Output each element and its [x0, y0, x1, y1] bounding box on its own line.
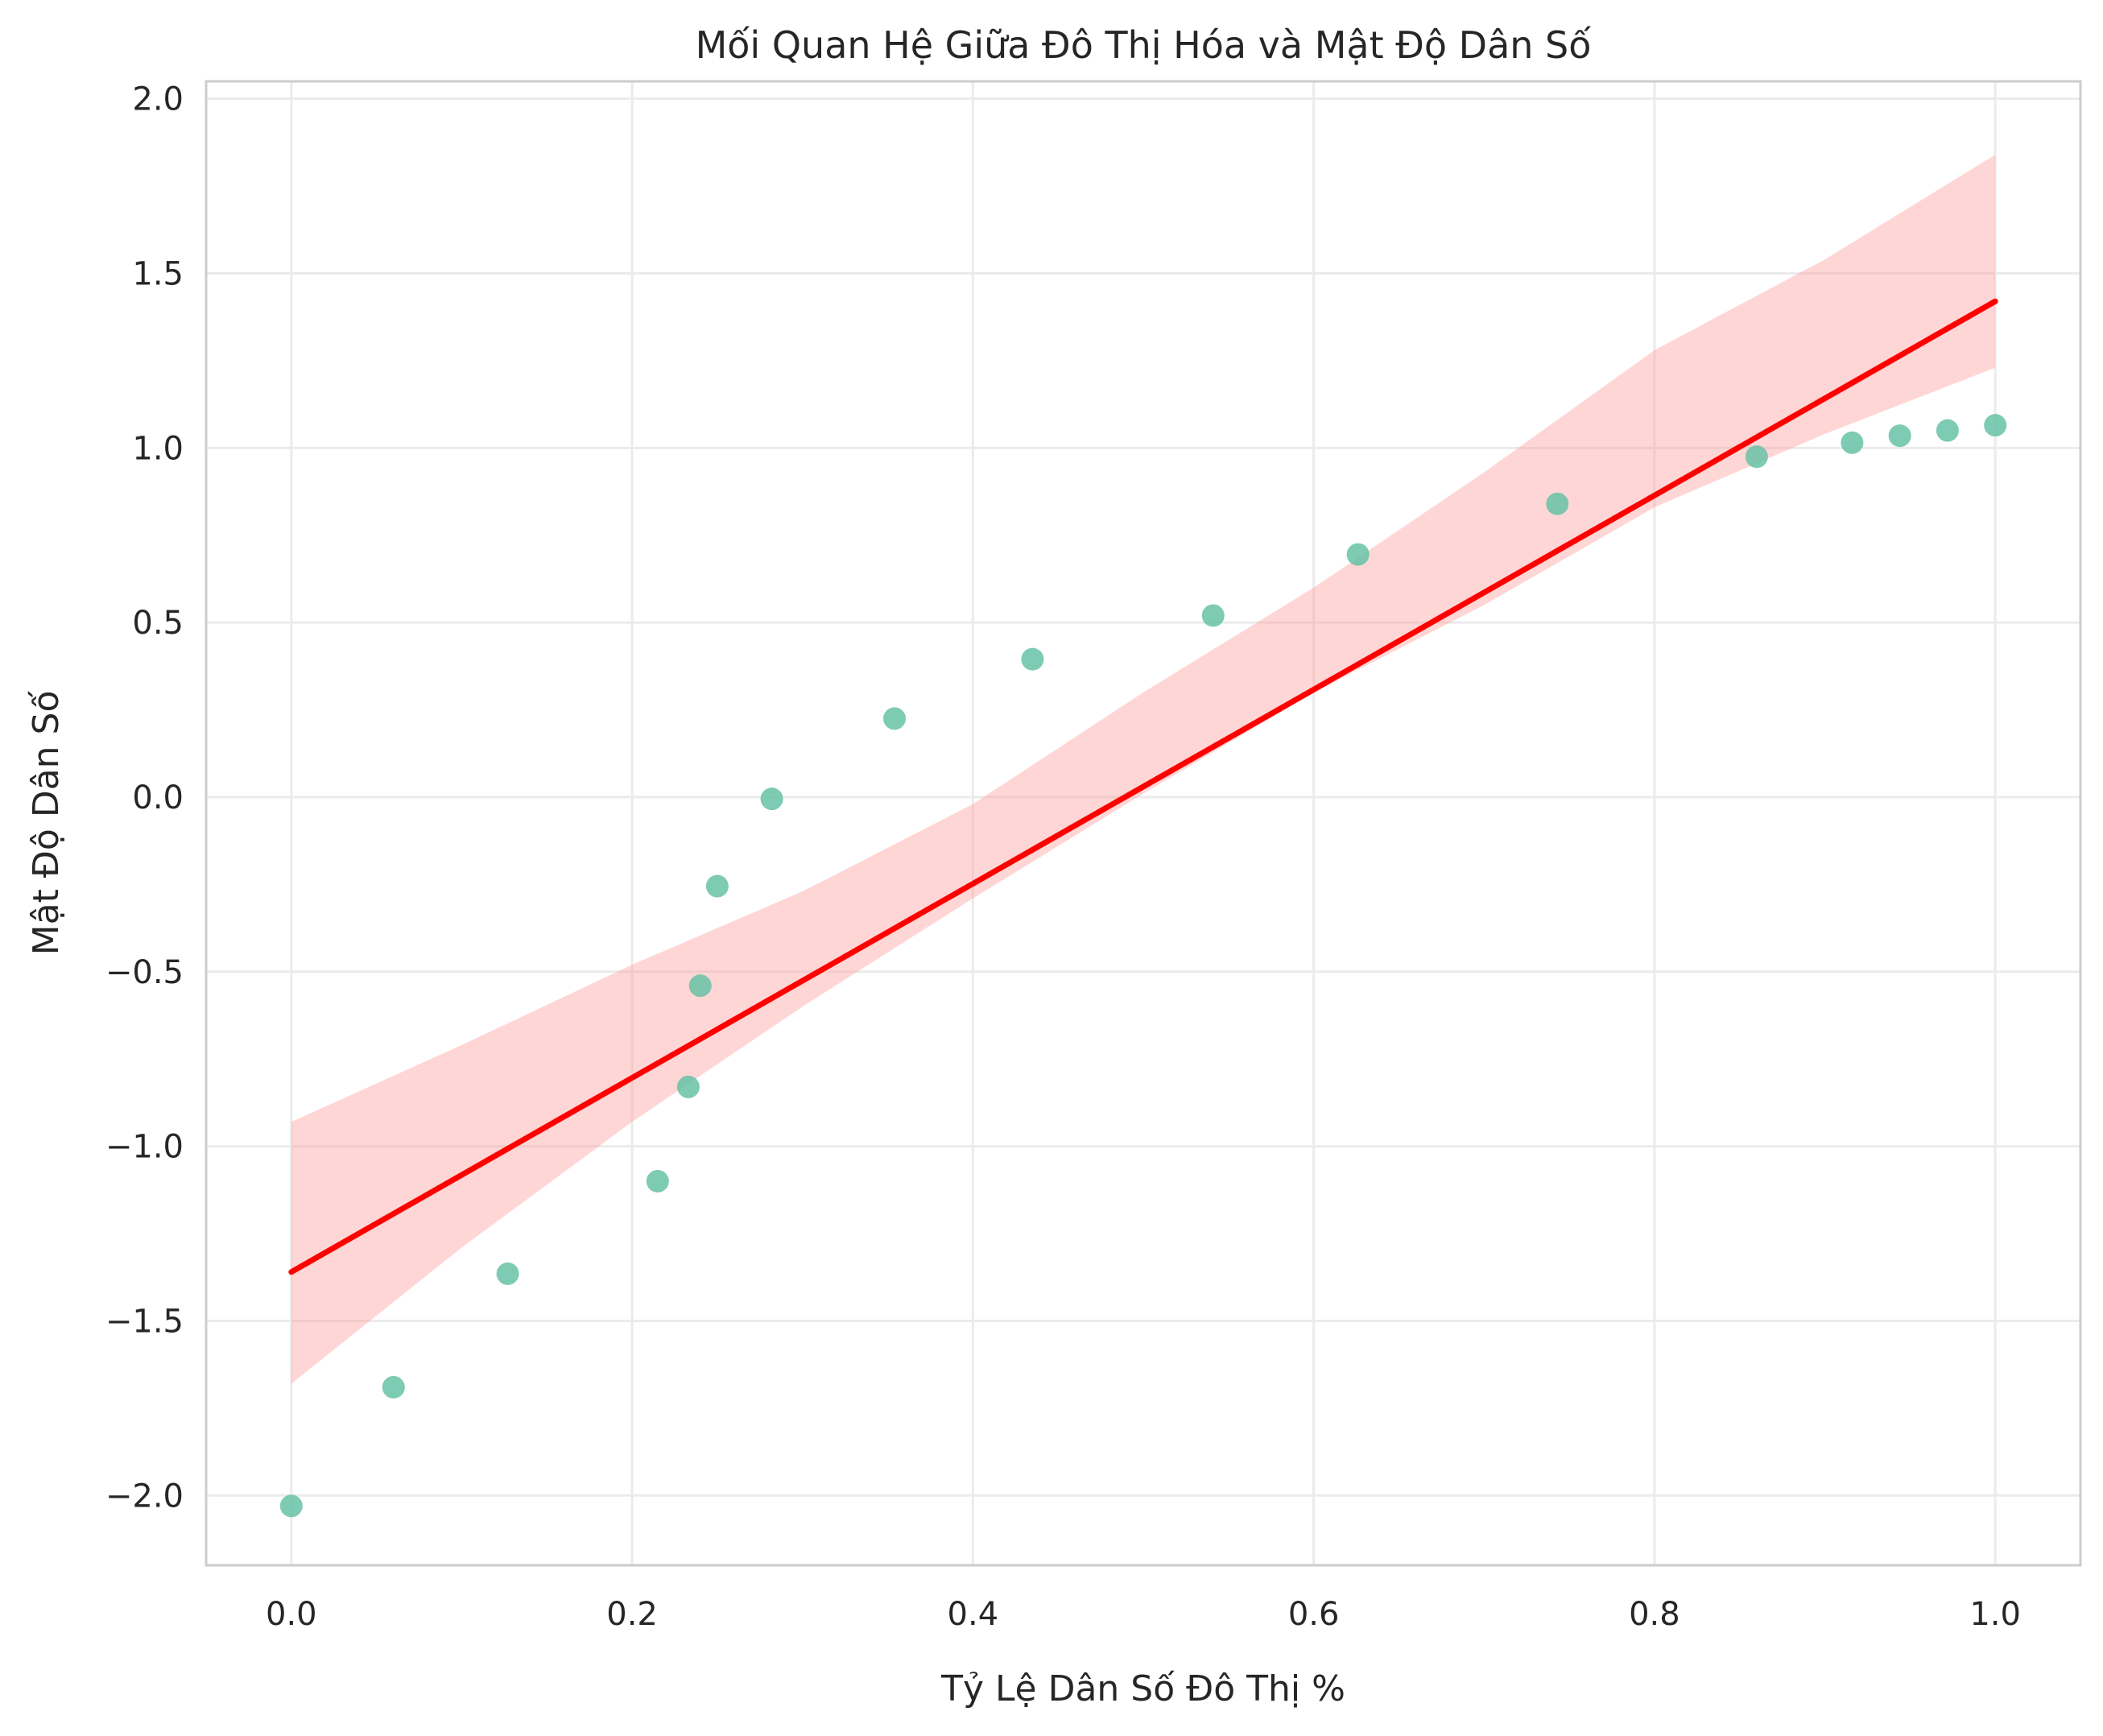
data-point-10 [1201, 604, 1225, 627]
data-points [279, 414, 2007, 1518]
data-point-2 [496, 1262, 519, 1285]
x-axis-tick-labels: 0.0 0.2 0.4 0.6 0.8 1.0 [266, 1596, 2021, 1633]
data-point-9 [1021, 647, 1044, 671]
data-point-14 [1841, 431, 1864, 454]
data-point-15 [1888, 424, 1911, 448]
x-axis-label: Tỷ Lệ Dân Số Đô Thị % [940, 1668, 1345, 1709]
y-axis-tick-labels: 2.0 1.5 1.0 0.5 0.0 −0.5 −1.0 −1.5 −2.0 [105, 81, 184, 1515]
y-axis-label: Mật Độ Dân Số [26, 691, 67, 956]
data-point-8 [883, 707, 907, 730]
x-tick-label-2: 0.4 [948, 1596, 999, 1633]
y-tick-label-0: 2.0 [132, 81, 184, 118]
confidence-band-layer [291, 155, 1996, 1384]
plot-background [206, 81, 2080, 1565]
data-point-6 [705, 874, 729, 898]
x-tick-label-4: 0.8 [1629, 1596, 1680, 1633]
data-point-4 [676, 1075, 700, 1098]
data-point-3 [646, 1169, 669, 1192]
data-point-7 [760, 787, 783, 811]
data-point-5 [688, 974, 712, 998]
regression-line-layer [288, 298, 1998, 1275]
y-tick-label-5: −0.5 [105, 954, 184, 991]
plot-frame [205, 80, 2082, 1567]
x-tick-label-5: 1.0 [1969, 1596, 2021, 1633]
x-tick-label-3: 0.6 [1288, 1596, 1340, 1633]
confidence-band [291, 155, 1996, 1384]
y-tick-label-8: −2.0 [105, 1478, 184, 1515]
x-tick-label-0: 0.0 [266, 1596, 317, 1633]
y-tick-label-7: −1.5 [105, 1303, 184, 1340]
y-tick-label-6: −1.0 [105, 1129, 184, 1166]
data-point-0 [279, 1494, 303, 1518]
data-point-17 [1984, 414, 2007, 437]
x-tick-label-1: 0.2 [606, 1596, 658, 1633]
data-point-13 [1745, 445, 1768, 469]
y-tick-label-4: 0.0 [132, 779, 184, 816]
chart-title: Mối Quan Hệ Giữa Đô Thị Hóa và Mật Độ Dâ… [696, 23, 1592, 67]
y-tick-label-1: 1.5 [132, 256, 184, 293]
y-tick-label-2: 1.0 [132, 430, 184, 467]
data-point-11 [1346, 543, 1370, 566]
regression-line [288, 298, 1998, 1275]
gridlines [206, 81, 2080, 1565]
y-tick-label-3: 0.5 [132, 605, 184, 642]
data-point-12 [1546, 492, 1569, 515]
data-point-1 [382, 1375, 405, 1399]
data-point-16 [1936, 419, 1959, 442]
